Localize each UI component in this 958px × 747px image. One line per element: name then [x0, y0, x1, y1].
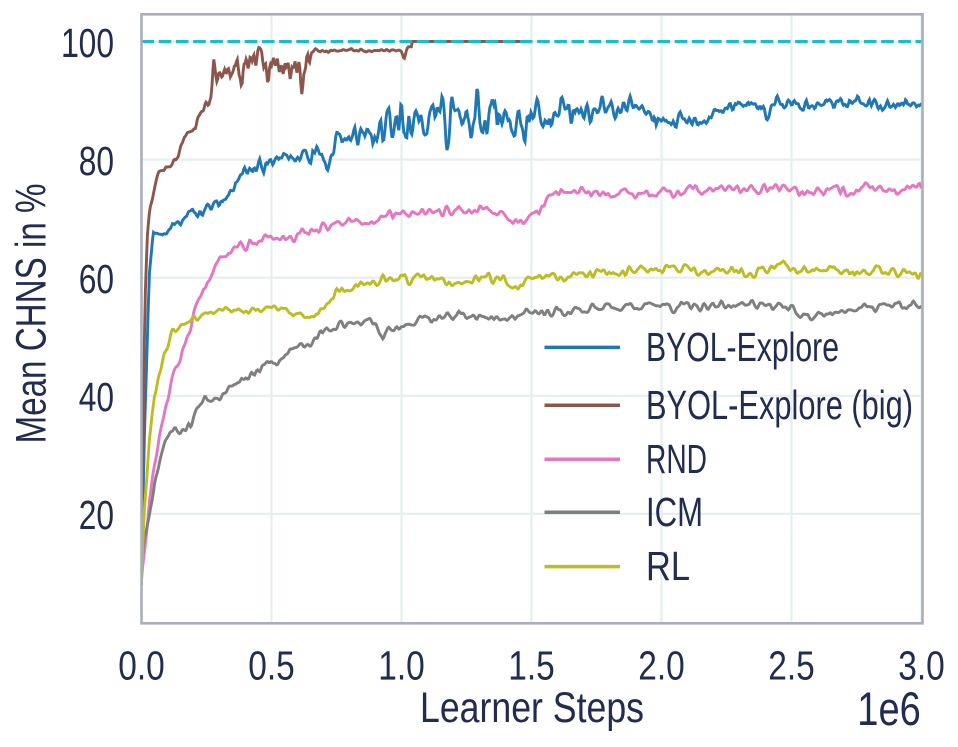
svg-text:3.0: 3.0 [898, 643, 945, 689]
svg-text:0.5: 0.5 [248, 643, 295, 689]
svg-text:1e6: 1e6 [857, 682, 921, 735]
svg-text:BYOL-Explore (big): BYOL-Explore (big) [646, 382, 913, 428]
svg-text:Learner Steps: Learner Steps [420, 685, 644, 732]
svg-text:ICM: ICM [646, 489, 703, 535]
svg-text:2.5: 2.5 [768, 643, 815, 689]
svg-text:1.5: 1.5 [508, 643, 555, 689]
svg-text:20: 20 [79, 492, 114, 538]
svg-text:0.0: 0.0 [118, 643, 165, 689]
svg-text:80: 80 [79, 138, 114, 184]
svg-text:40: 40 [79, 374, 114, 420]
svg-text:RND: RND [646, 436, 707, 482]
svg-text:2.0: 2.0 [638, 643, 685, 689]
svg-text:Mean CHNS in %: Mean CHNS in % [8, 184, 56, 444]
svg-text:RL: RL [646, 543, 690, 589]
svg-text:100: 100 [61, 20, 114, 66]
svg-text:1.0: 1.0 [378, 643, 425, 689]
svg-text:BYOL-Explore: BYOL-Explore [646, 324, 839, 370]
svg-text:60: 60 [79, 256, 114, 302]
